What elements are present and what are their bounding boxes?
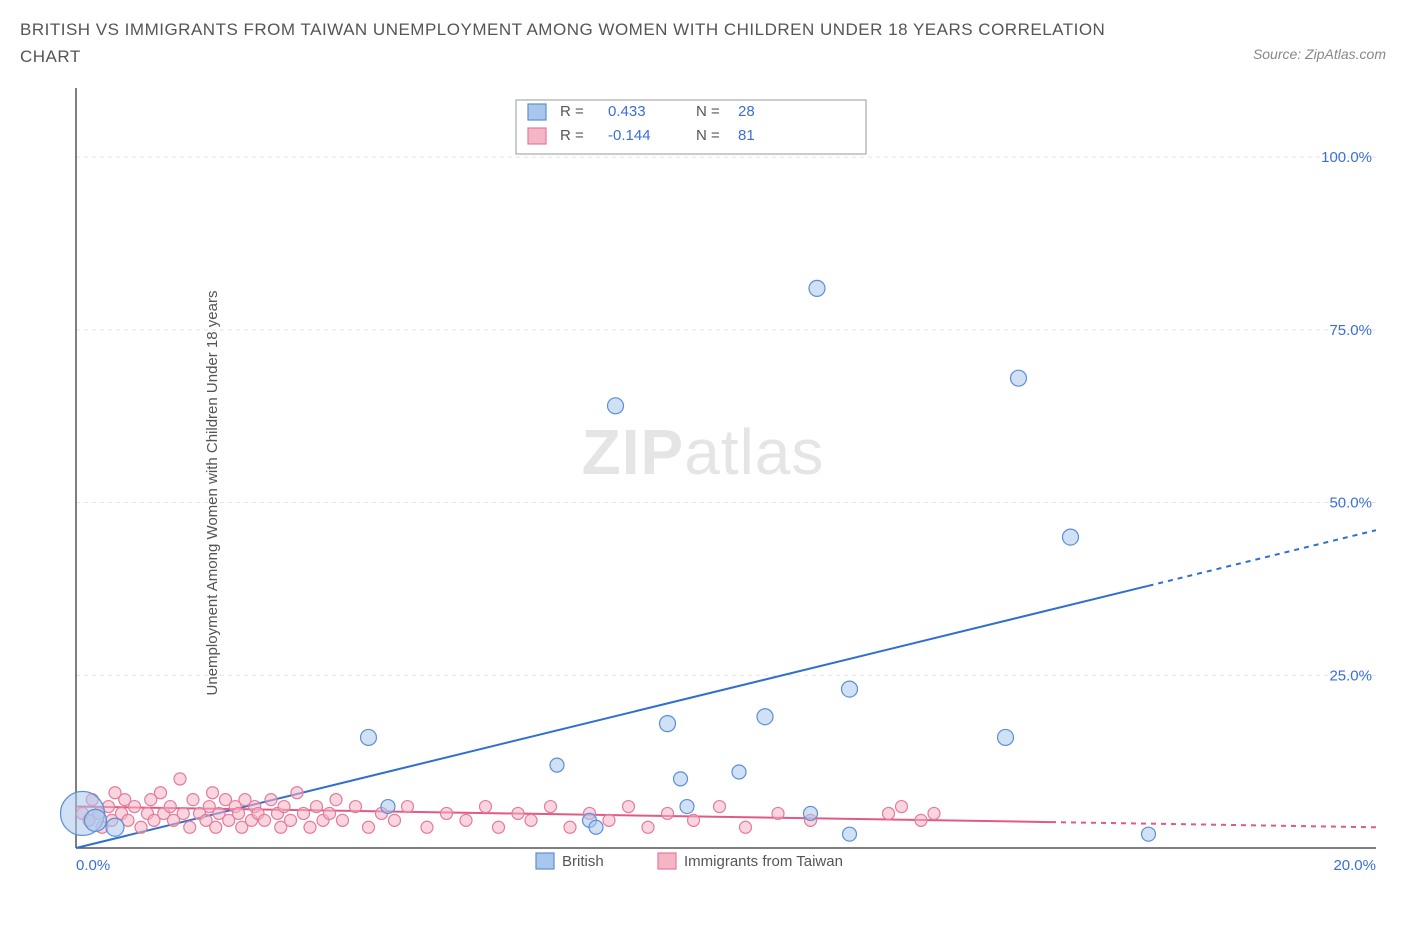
svg-text:28: 28 bbox=[738, 103, 755, 120]
svg-text:0.433: 0.433 bbox=[608, 103, 646, 120]
svg-text:Immigrants from Taiwan: Immigrants from Taiwan bbox=[684, 853, 843, 870]
svg-text:100.0%: 100.0% bbox=[1321, 149, 1372, 166]
svg-text:N =: N = bbox=[696, 103, 720, 120]
svg-text:81: 81 bbox=[738, 127, 755, 144]
svg-text:25.0%: 25.0% bbox=[1329, 668, 1372, 685]
svg-text:75.0%: 75.0% bbox=[1329, 322, 1372, 339]
chart-title: BRITISH VS IMMIGRANTS FROM TAIWAN UNEMPL… bbox=[20, 16, 1120, 70]
svg-text:20.0%: 20.0% bbox=[1333, 857, 1376, 874]
svg-text:N =: N = bbox=[696, 127, 720, 144]
y-axis-label: Unemployment Among Women with Children U… bbox=[204, 291, 221, 696]
svg-text:British: British bbox=[562, 853, 604, 870]
correlation-scatter-chart: 25.0% 50.0% 75.0% 100.0% 0.0% 20.0% R = 0.433 N … bbox=[20, 78, 1376, 888]
chart-source: Source: ZipAtlas.com bbox=[1253, 46, 1386, 62]
svg-text:R =: R = bbox=[560, 127, 584, 144]
svg-text:R =: R = bbox=[560, 103, 584, 120]
svg-text:0.0%: 0.0% bbox=[76, 857, 110, 874]
svg-text:50.0%: 50.0% bbox=[1329, 495, 1372, 512]
svg-text:-0.144: -0.144 bbox=[608, 127, 651, 144]
